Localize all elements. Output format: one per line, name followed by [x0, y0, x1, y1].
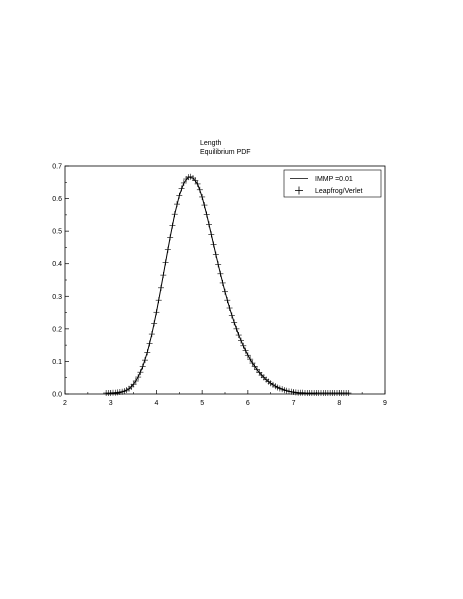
- plus-marker: [249, 360, 256, 367]
- y-tick-label: 0.1: [52, 359, 62, 366]
- legend-plus-swatch: [295, 186, 303, 195]
- plus-marker: [130, 381, 137, 388]
- plus-marker: [240, 342, 247, 349]
- plus-marker: [345, 390, 352, 397]
- legend-label-line: IMMP =0.01: [315, 176, 353, 183]
- plus-marker: [153, 309, 160, 316]
- plus-marker: [174, 201, 180, 208]
- title-line-1: Length: [200, 140, 222, 147]
- x-tick-label: 9: [383, 400, 387, 407]
- x-tick-label: 7: [292, 400, 296, 407]
- plus-marker: [226, 305, 233, 312]
- plus-marker: [176, 192, 183, 199]
- plus-marker: [160, 272, 167, 279]
- x-tick-label: 8: [337, 400, 341, 407]
- y-tick-label: 0.5: [52, 229, 62, 236]
- plus-marker: [167, 234, 174, 241]
- plot-area: 2 3 4 5 6 7 8 9 0.0 0.1 0.2 0.3 0.4 0.5 0.6 0.7: [52, 164, 387, 408]
- plus-marker: [151, 320, 158, 327]
- plus-marker: [231, 319, 238, 326]
- chart-title: Length Equilibrium PDF: [200, 140, 251, 156]
- plus-marker: [233, 325, 240, 332]
- plus-marker: [208, 231, 215, 238]
- legend-box: [283, 169, 382, 198]
- plus-marker: [132, 377, 139, 384]
- plus-marker: [219, 279, 226, 286]
- plus-marker: [164, 246, 171, 253]
- plus-marker: [192, 177, 199, 184]
- plus-marker: [158, 284, 164, 291]
- plus-marker: [194, 180, 201, 187]
- plus-marker: [215, 261, 222, 268]
- legend: IMMP =0.01 Leapfrog/Verlet: [283, 169, 382, 198]
- plus-marker: [178, 185, 185, 192]
- plus-marker: [206, 221, 212, 228]
- plus-marker: [146, 340, 153, 347]
- plus-marker: [238, 337, 244, 344]
- plus-marker: [155, 297, 162, 304]
- plus-marker: [180, 179, 187, 186]
- x-tick-label: 4: [154, 400, 158, 407]
- plus-marker: [222, 288, 228, 295]
- plus-marker: [199, 193, 206, 200]
- plus-marker: [244, 352, 251, 359]
- plus-marker: [235, 332, 242, 339]
- title-line-2: Equilibrium PDF: [200, 149, 251, 156]
- plus-marker: [169, 222, 176, 229]
- y-tick-label: 0.6: [52, 196, 62, 203]
- plus-marker: [142, 357, 148, 364]
- plus-marker: [171, 211, 178, 218]
- y-tick-label: 0.7: [52, 164, 62, 171]
- plus-marker: [242, 347, 249, 354]
- plus-marker: [137, 369, 144, 376]
- x-tick-label: 6: [246, 400, 250, 407]
- x-tick-label: 2: [63, 400, 67, 407]
- plus-marker: [148, 331, 155, 338]
- legend-label-markers: Leapfrog/Verlet: [315, 188, 363, 195]
- plus-marker: [162, 259, 169, 266]
- y-tick-label: 0.4: [52, 261, 62, 268]
- y-tick-label: 0.3: [52, 294, 62, 301]
- plus-marker: [203, 211, 210, 218]
- plus-marker: [212, 251, 219, 258]
- plus-marker: [139, 363, 146, 370]
- plus-marker: [247, 356, 254, 363]
- plus-marker: [144, 349, 151, 356]
- x-tick-label: 5: [200, 400, 204, 407]
- plus-marker: [201, 202, 208, 209]
- plus-marker: [135, 374, 142, 381]
- plus-marker: [210, 241, 217, 248]
- series-markers-leapfrog: [103, 173, 352, 397]
- x-tick-label: 3: [109, 400, 113, 407]
- series-layer: [103, 173, 352, 397]
- y-axis: 0.0 0.1 0.2 0.3 0.4 0.5 0.6 0.7: [52, 164, 69, 399]
- plus-marker: [224, 297, 231, 304]
- y-tick-label: 0.0: [52, 392, 62, 399]
- plus-marker: [251, 363, 258, 370]
- y-tick-label: 0.2: [52, 326, 62, 333]
- plus-marker: [217, 270, 224, 277]
- plus-marker: [228, 312, 235, 319]
- plus-marker: [196, 186, 203, 193]
